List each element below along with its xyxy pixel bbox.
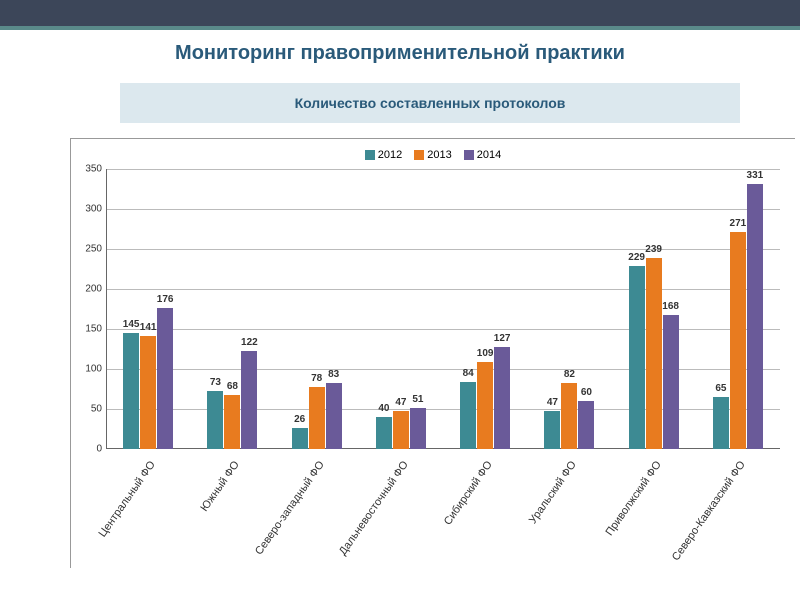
bar: 331: [747, 184, 763, 449]
bar: 109: [477, 362, 493, 449]
bar: 239: [646, 258, 662, 449]
bar-value-label: 83: [328, 369, 339, 380]
bar-value-label: 82: [564, 369, 575, 380]
bar-group: 267883: [275, 383, 359, 449]
bar-group: 84109127: [443, 347, 527, 449]
bar: 47: [544, 411, 560, 449]
bar-value-label: 84: [463, 368, 474, 379]
chart-legend: 2012 2013 2014: [76, 149, 790, 161]
x-axis-labels: Центральный ФОЮжный ФОСеверо-западный ФО…: [106, 449, 780, 559]
bar-value-label: 73: [210, 377, 221, 388]
bar-value-label: 26: [294, 414, 305, 425]
legend-swatch: [414, 150, 424, 160]
bar-value-label: 47: [547, 397, 558, 408]
bar-group: 65271331: [696, 184, 780, 449]
bar: 84: [460, 382, 476, 449]
bar: 65: [713, 397, 729, 449]
y-tick-label: 250: [85, 244, 102, 255]
bar: 83: [326, 383, 342, 449]
bar: 73: [207, 391, 223, 449]
legend-label: 2013: [427, 149, 451, 161]
bar-value-label: 229: [628, 252, 645, 263]
y-tick-label: 200: [85, 284, 102, 295]
bar-value-label: 271: [730, 218, 747, 229]
bar-value-label: 65: [715, 383, 726, 394]
bar-value-label: 78: [311, 373, 322, 384]
bar-value-label: 40: [378, 403, 389, 414]
bar: 82: [561, 383, 577, 449]
legend-item: 2014: [464, 149, 501, 161]
y-axis-labels: 050100150200250300350: [76, 169, 104, 449]
x-tick-label: Центральный ФО: [106, 449, 190, 559]
y-tick-label: 300: [85, 204, 102, 215]
bar: 51: [410, 408, 426, 449]
y-tick-label: 350: [85, 164, 102, 175]
bar: 26: [292, 428, 308, 449]
bar-value-label: 331: [747, 170, 764, 181]
legend-swatch: [464, 150, 474, 160]
legend-swatch: [365, 150, 375, 160]
bar-value-label: 239: [645, 244, 662, 255]
x-tick-label: Сибирский ФО: [443, 449, 527, 559]
chart-container: 201220132014 050100150200250300350 14514…: [70, 138, 795, 568]
bar: 40: [376, 417, 392, 449]
bar-value-label: 51: [412, 394, 423, 405]
bar-value-label: 60: [581, 387, 592, 398]
bar: 60: [578, 401, 594, 449]
bar: 145: [123, 333, 139, 449]
x-tick-label: Северо-Кавказский ФО: [696, 449, 780, 559]
y-tick-label: 100: [85, 364, 102, 375]
bar-value-label: 68: [227, 381, 238, 392]
bar-group: 229239168: [612, 258, 696, 449]
x-tick-label: Уральский ФО: [527, 449, 611, 559]
bar-value-label: 176: [157, 294, 174, 305]
bar-group: 7368122: [190, 351, 274, 449]
bar-value-label: 47: [395, 397, 406, 408]
header-bar: [0, 0, 800, 30]
bar: 271: [730, 232, 746, 449]
bar-value-label: 168: [662, 301, 679, 312]
y-tick-label: 150: [85, 324, 102, 335]
bar: 176: [157, 308, 173, 449]
bar-value-label: 109: [477, 348, 494, 359]
x-tick-label: Дальневосточный ФО: [359, 449, 443, 559]
bar: 168: [663, 315, 679, 449]
y-tick-label: 0: [96, 444, 102, 455]
bar: 78: [309, 387, 325, 449]
bar-value-label: 127: [494, 333, 511, 344]
y-tick-label: 50: [91, 404, 102, 415]
bar-groups: 1451411767368122267883404751841091274782…: [106, 169, 780, 449]
bar-value-label: 145: [123, 319, 140, 330]
bar: 127: [494, 347, 510, 449]
bar: 68: [224, 395, 240, 449]
plot-area: 050100150200250300350 145141176736812226…: [106, 169, 780, 449]
bar: 229: [629, 266, 645, 449]
bar-group: 145141176: [106, 308, 190, 449]
chart-subtitle: Количество составленных протоколов: [120, 83, 740, 123]
bar: 122: [241, 351, 257, 449]
bar-value-label: 122: [241, 337, 258, 348]
bar: 141: [140, 336, 156, 449]
legend-label: 2012: [378, 149, 402, 161]
bar: 47: [393, 411, 409, 449]
legend-label: 2014: [477, 149, 501, 161]
legend-item: 2013: [414, 149, 451, 161]
bar-group: 404751: [359, 408, 443, 449]
bar-group: 478260: [527, 383, 611, 449]
legend-item: 2012: [365, 149, 402, 161]
bar-value-label: 141: [140, 322, 157, 333]
page-title: Мониторинг правоприменительной практики: [0, 42, 800, 65]
